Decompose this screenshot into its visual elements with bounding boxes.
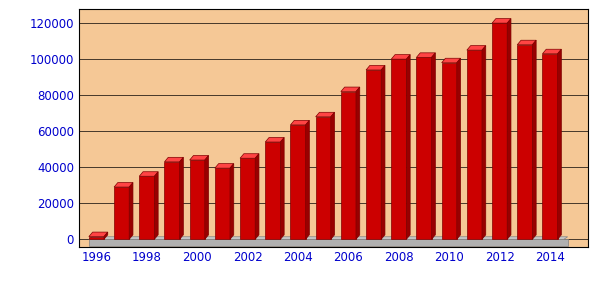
Bar xyxy=(89,237,104,239)
Polygon shape xyxy=(331,112,335,239)
Bar xyxy=(265,142,281,239)
Polygon shape xyxy=(290,120,309,125)
Polygon shape xyxy=(431,53,435,239)
Polygon shape xyxy=(114,182,133,187)
Polygon shape xyxy=(416,53,435,57)
Bar xyxy=(114,187,129,239)
Polygon shape xyxy=(179,157,184,239)
Polygon shape xyxy=(518,40,536,45)
Polygon shape xyxy=(457,58,461,239)
Polygon shape xyxy=(205,155,208,239)
Polygon shape xyxy=(356,87,360,239)
Polygon shape xyxy=(542,49,561,54)
Polygon shape xyxy=(366,66,385,70)
Polygon shape xyxy=(442,58,461,63)
Polygon shape xyxy=(507,19,511,239)
Polygon shape xyxy=(129,182,133,239)
Bar xyxy=(290,125,305,239)
Polygon shape xyxy=(381,66,385,239)
Polygon shape xyxy=(492,19,511,23)
Bar xyxy=(240,158,255,239)
Polygon shape xyxy=(89,237,568,239)
Polygon shape xyxy=(215,164,234,168)
Polygon shape xyxy=(255,154,259,239)
Bar xyxy=(467,50,482,239)
Polygon shape xyxy=(305,120,309,239)
Polygon shape xyxy=(139,172,158,176)
Bar xyxy=(391,59,407,239)
Polygon shape xyxy=(164,157,184,162)
Bar xyxy=(518,45,533,239)
Polygon shape xyxy=(341,87,360,92)
Polygon shape xyxy=(265,137,284,142)
Bar xyxy=(442,63,457,239)
Bar xyxy=(416,57,431,239)
Polygon shape xyxy=(533,40,536,239)
Polygon shape xyxy=(190,155,208,160)
Polygon shape xyxy=(104,232,108,239)
Bar xyxy=(215,168,230,239)
Polygon shape xyxy=(230,164,234,239)
Polygon shape xyxy=(240,154,259,158)
Polygon shape xyxy=(155,172,158,239)
Polygon shape xyxy=(558,49,561,239)
Polygon shape xyxy=(482,46,486,239)
Bar xyxy=(492,23,507,239)
Polygon shape xyxy=(89,232,108,237)
Bar xyxy=(366,70,381,239)
Bar xyxy=(316,117,331,239)
Bar xyxy=(89,239,568,246)
Polygon shape xyxy=(407,55,410,239)
Bar xyxy=(139,176,155,239)
Polygon shape xyxy=(316,112,335,117)
Polygon shape xyxy=(391,55,410,59)
Polygon shape xyxy=(281,137,284,239)
Bar xyxy=(164,162,179,239)
Polygon shape xyxy=(467,46,486,50)
Bar xyxy=(341,92,356,239)
Bar xyxy=(190,160,205,239)
Bar xyxy=(542,54,558,239)
